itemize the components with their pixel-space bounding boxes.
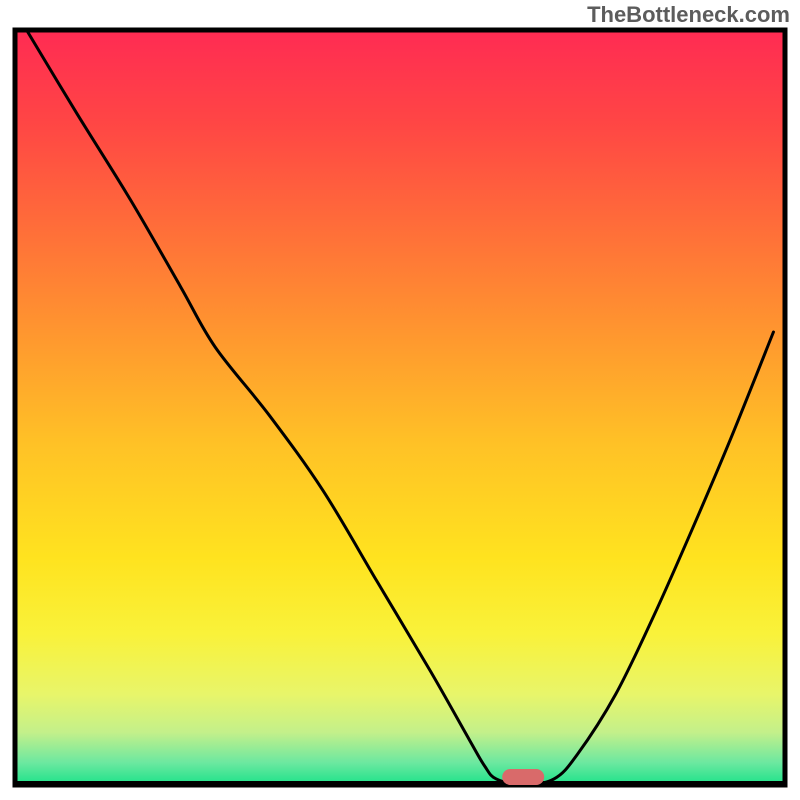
bottleneck-chart [0, 0, 800, 800]
optimal-marker[interactable] [502, 769, 544, 785]
plot-background [15, 30, 785, 785]
watermark-text: TheBottleneck.com [587, 2, 790, 28]
chart-container: TheBottleneck.com [0, 0, 800, 800]
